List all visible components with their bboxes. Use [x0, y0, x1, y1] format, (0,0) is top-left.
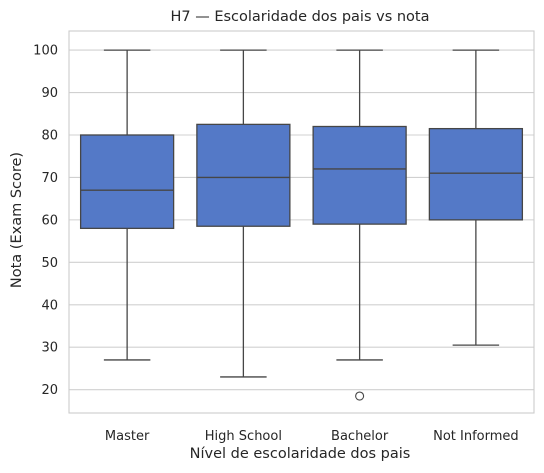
x-tick-label: Bachelor: [331, 429, 389, 444]
box-body: [312, 125, 407, 225]
y-tick-label: 20: [41, 383, 58, 398]
y-tick-label: 90: [41, 86, 58, 101]
y-tick-label: 50: [41, 256, 58, 271]
x-tick-label: Master: [105, 429, 150, 444]
y-tick-label: 40: [41, 298, 58, 313]
y-axis-label: Nota (Exam Score): [9, 152, 25, 288]
boxes: [79, 49, 524, 401]
box-bachelor: [312, 49, 407, 401]
x-tick-label: Not Informed: [433, 429, 519, 444]
y-tick-label: 60: [41, 213, 58, 228]
plot-frame: [68, 30, 535, 414]
x-tick-label: High School: [205, 429, 282, 444]
box-not-informed: [428, 49, 524, 346]
outlier-point: [355, 391, 365, 401]
x-tick-labels: Master High School Bachelor Not Informed: [105, 429, 519, 444]
box-body: [428, 127, 524, 221]
y-tick-label: 80: [41, 128, 58, 143]
box-master: [79, 49, 175, 361]
x-axis-label: Nível de escolaridade dos pais: [190, 446, 411, 462]
y-tick-label: 30: [41, 341, 58, 356]
y-tick-label: 100: [33, 44, 58, 59]
box-body: [79, 134, 175, 230]
y-tick-label: 70: [41, 171, 58, 186]
chart-title: H7 — Escolaridade dos pais vs nota: [170, 9, 429, 25]
box-body: [196, 123, 291, 227]
box-high-school: [196, 49, 291, 378]
y-tick-labels: 20 30 40 50 60 70 80 90 100: [33, 44, 58, 399]
